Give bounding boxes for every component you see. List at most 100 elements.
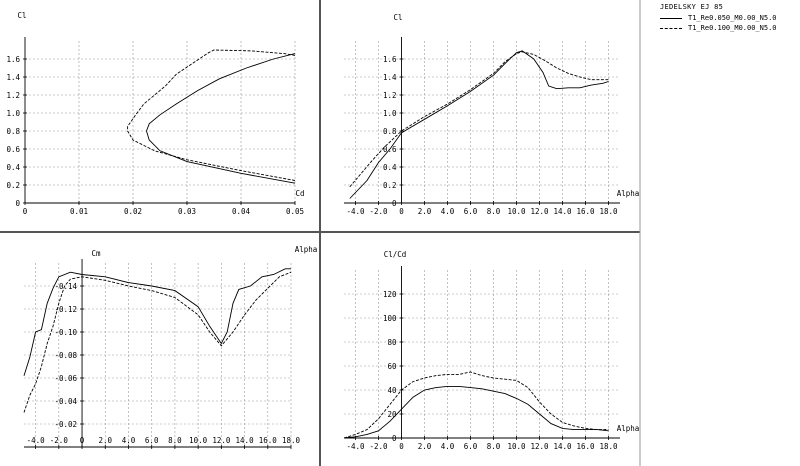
x-tick-label: 6.0 xyxy=(464,207,478,216)
x-axis-label: Cd xyxy=(295,189,304,198)
y-tick-label: -0.14 xyxy=(54,282,77,291)
x-tick-label: 12.0 xyxy=(530,442,549,451)
y-tick-label: 1.6 xyxy=(383,55,397,64)
x-tick-label: 16.0 xyxy=(576,207,595,216)
x-tick-label: 14.0 xyxy=(553,442,572,451)
x-tick-label: 0 xyxy=(399,207,404,216)
x-tick-label: -2.0 xyxy=(369,442,388,451)
y-tick-label: 40 xyxy=(387,386,397,395)
x-tick-label: 16.0 xyxy=(576,442,595,451)
chart-panel-4: -4.0 -2.0 0 2.0 4.0 6.0 8.0 10.0 12.0 14.0 16.0 18.… xyxy=(343,250,640,451)
series-line-dashed xyxy=(349,51,609,188)
x-tick-label: -2.0 xyxy=(50,436,69,445)
series-line-dashed xyxy=(343,371,609,439)
y-tick-label: 0.4 xyxy=(6,163,20,172)
y-tick-label: 0 xyxy=(392,199,397,208)
y-tick-label: 0.2 xyxy=(383,181,397,190)
x-tick-label: 16.0 xyxy=(259,436,278,445)
y-tick-label: 20 xyxy=(387,410,397,419)
x-axis-label: Alpha xyxy=(295,245,318,254)
y-tick-label: 0.8 xyxy=(383,127,397,136)
x-tick-label: 10.0 xyxy=(189,436,208,445)
x-tick-label: 18.0 xyxy=(599,442,618,451)
x-tick-label: 8.0 xyxy=(487,442,501,451)
x-axis-label: Alpha xyxy=(617,189,640,198)
y-axis-label: Cl/Cd xyxy=(384,250,407,259)
x-tick-label: 4.0 xyxy=(441,207,455,216)
series-line-solid xyxy=(343,385,609,439)
x-tick-label: -4.0 xyxy=(27,436,46,445)
x-tick-label: 8.0 xyxy=(168,436,182,445)
x-axis-label: Alpha xyxy=(617,424,640,433)
series-line-solid xyxy=(146,53,296,184)
y-tick-label: 0.6 xyxy=(6,145,20,154)
x-tick-label: 0 xyxy=(23,207,28,216)
y-tick-label: 0.8 xyxy=(6,127,20,136)
series-line-dashed xyxy=(127,49,296,181)
y-tick-label: 1.0 xyxy=(383,109,397,118)
x-tick-label: 0 xyxy=(399,442,404,451)
x-tick-label: 18.0 xyxy=(599,207,618,216)
y-tick-label: 120 xyxy=(383,290,397,299)
y-tick-label: 1.4 xyxy=(383,73,397,82)
x-tick-label: 6.0 xyxy=(464,442,478,451)
y-tick-label: -0.12 xyxy=(54,305,77,314)
y-tick-label: 1.6 xyxy=(6,55,20,64)
y-tick-label: 0.2 xyxy=(6,181,20,190)
chart-panel-3: -4.0 -2.0 0 2.0 4.0 6.0 8.0 10.0 12.0 14.0 16.0 18.… xyxy=(23,245,318,449)
x-tick-label: -4.0 xyxy=(346,442,365,451)
x-tick-label: -2.0 xyxy=(369,207,388,216)
legend: JEDELSKY EJ 85 T1_Re0.050_M0.00_N5.0 T1_… xyxy=(646,0,800,80)
series-line-solid xyxy=(23,268,291,376)
y-tick-label: -0.02 xyxy=(54,420,77,429)
y-axis-label: Cl xyxy=(393,13,402,22)
x-tick-label: 0.05 xyxy=(286,207,304,216)
legend-dashed-swatch xyxy=(660,28,682,29)
y-tick-label: -0.04 xyxy=(54,397,77,406)
y-tick-label: -0.06 xyxy=(54,374,77,383)
y-tick-label: 1.4 xyxy=(6,73,20,82)
x-tick-label: 0.01 xyxy=(70,207,88,216)
y-tick-label: 80 xyxy=(387,338,397,347)
x-tick-label: 8.0 xyxy=(487,207,501,216)
x-tick-label: 0.03 xyxy=(178,207,196,216)
series-line-solid xyxy=(349,50,609,199)
legend-solid-swatch xyxy=(660,18,682,19)
y-tick-label: 1.2 xyxy=(6,91,20,100)
x-tick-label: 0.02 xyxy=(124,207,142,216)
y-axis-label: Cm xyxy=(91,249,101,258)
x-tick-label: 2.0 xyxy=(418,442,432,451)
y-axis-label: Cl xyxy=(17,11,26,20)
x-tick-label: 10.0 xyxy=(507,442,526,451)
legend-entry-label: T1_Re0.100_M0.00_N5.0 xyxy=(688,24,777,32)
x-tick-label: 0 xyxy=(80,436,85,445)
x-tick-label: 12.0 xyxy=(212,436,231,445)
x-tick-label: 14.0 xyxy=(553,207,572,216)
y-tick-label: -0.10 xyxy=(54,328,77,337)
x-tick-label: 0.04 xyxy=(232,207,251,216)
y-tick-label: 0 xyxy=(392,434,397,443)
legend-title: JEDELSKY EJ 85 xyxy=(660,3,724,11)
legend-entry-label: T1_Re0.050_M0.00_N5.0 xyxy=(688,14,777,22)
chart-panel-2: -4.0 -2.0 0 2.0 4.0 6.0 8.0 10.0 12.0 14.0 16.0 18.… xyxy=(344,13,639,216)
y-tick-label: 0 xyxy=(15,199,20,208)
y-tick-label: 1.2 xyxy=(383,91,397,100)
y-tick-label: 0.4 xyxy=(383,163,397,172)
y-tick-label: 100 xyxy=(383,314,397,323)
series-line-dashed xyxy=(23,271,292,413)
x-tick-label: 4.0 xyxy=(122,436,136,445)
y-tick-label: -0.08 xyxy=(54,351,77,360)
chart-panel-1: 0 0.01 0.02 0.03 0.04 0.05 0 0.2 0.4 0.6 0.8 1.0 1.2… xyxy=(6,11,304,216)
x-tick-label: 6.0 xyxy=(145,436,159,445)
x-tick-label: 10.0 xyxy=(507,207,526,216)
y-tick-label: 60 xyxy=(387,362,397,371)
x-tick-label: 2.0 xyxy=(98,436,112,445)
x-tick-label: 2.0 xyxy=(418,207,432,216)
x-tick-label: 4.0 xyxy=(441,442,455,451)
x-tick-label: -4.0 xyxy=(346,207,365,216)
x-tick-label: 12.0 xyxy=(530,207,549,216)
x-tick-label: 18.0 xyxy=(282,436,301,445)
y-tick-label: 1.0 xyxy=(6,109,20,118)
x-tick-label: 14.0 xyxy=(236,436,255,445)
